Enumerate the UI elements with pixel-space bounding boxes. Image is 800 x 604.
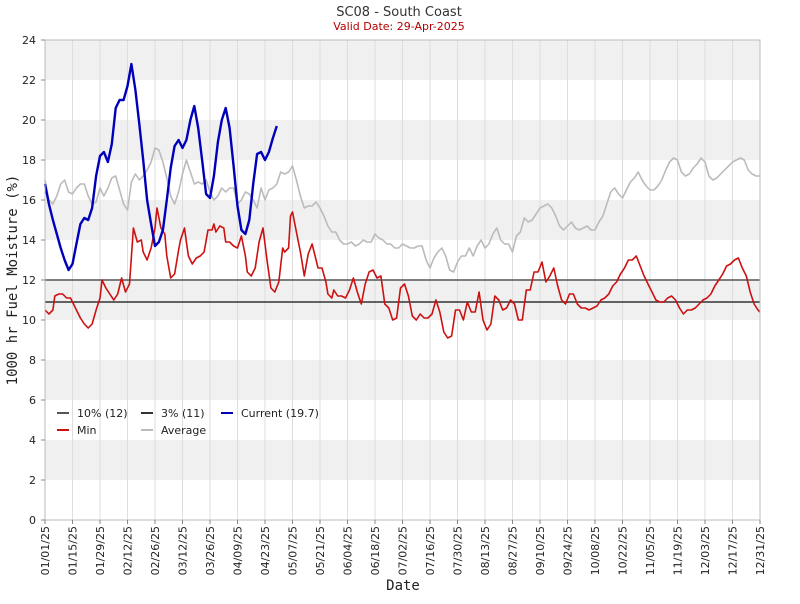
x-tick-label: 01/15/25: [67, 526, 80, 575]
x-tick-label: 10/08/25: [589, 526, 602, 575]
series-lines: [43, 62, 761, 339]
x-tick-label: 08/13/25: [479, 526, 492, 575]
x-tick-label: 03/26/25: [204, 526, 217, 575]
legend-label: Current (19.7): [241, 407, 319, 420]
x-tick-label: 06/04/25: [342, 526, 355, 575]
x-tick-label: 05/07/25: [287, 526, 300, 575]
x-tick-label: 09/10/25: [534, 526, 547, 575]
x-tick-label: 03/12/25: [177, 526, 190, 575]
y-tick-label: 8: [29, 354, 36, 367]
y-tick-label: 20: [22, 114, 36, 127]
y-tick-label: 16: [22, 194, 36, 207]
x-tick-label: 10/22/25: [617, 526, 630, 575]
y-tick-label: 24: [22, 34, 36, 47]
y-tick-label: 6: [29, 394, 36, 407]
x-axis-title: Date: [386, 578, 420, 594]
legend-label: Min: [77, 424, 97, 437]
legend-label: 10% (12): [77, 407, 128, 420]
legend: 10% (12) 3% (11) Current (19.7) Min Average: [57, 407, 319, 437]
y-axis-title: 1000 hr Fuel Moisture (%): [5, 175, 21, 386]
x-tick-label: 06/18/25: [369, 526, 382, 575]
y-tick-label: 18: [22, 154, 36, 167]
x-tick-label: 01/01/25: [39, 526, 52, 575]
x-tick-label: 02/26/25: [149, 526, 162, 575]
y-tick-label: 14: [22, 234, 36, 247]
series-line-current-19-7: [43, 62, 278, 272]
reference-lines: [45, 279, 760, 303]
series-line-min: [44, 207, 761, 339]
x-tick-label: 07/16/25: [424, 526, 437, 575]
x-tick-label: 01/29/25: [94, 526, 107, 575]
y-tick-label: 0: [29, 514, 36, 527]
x-tick-label: 04/09/25: [232, 526, 245, 575]
x-tick-label: 11/05/25: [644, 526, 657, 575]
x-tick-label: 02/12/25: [122, 526, 135, 575]
chart-title: SC08 - South Coast: [336, 5, 462, 20]
y-tick-label: 10: [22, 314, 36, 327]
y-tick-label: 22: [22, 74, 36, 87]
x-tick-label: 07/30/25: [452, 526, 465, 575]
x-tick-label: 11/19/25: [672, 526, 685, 575]
chart-subtitle: Valid Date: 29-Apr-2025: [333, 20, 465, 33]
series-line-average: [44, 147, 760, 273]
x-tick-label: 12/31/25: [754, 526, 767, 575]
x-tick-label: 12/03/25: [699, 526, 712, 575]
x-tick-label: 08/27/25: [507, 526, 520, 575]
x-tick-label: 09/24/25: [562, 526, 575, 575]
x-tick-label: 12/17/25: [727, 526, 740, 575]
x-tick-label: 07/02/25: [397, 526, 410, 575]
x-tick-label: 04/23/25: [259, 526, 272, 575]
legend-label: Average: [161, 424, 206, 437]
y-tick-label: 2: [29, 474, 36, 487]
legend-label: 3% (11): [161, 407, 205, 420]
y-tick-label: 12: [22, 274, 36, 287]
x-tick-label: 05/21/25: [314, 526, 327, 575]
x-axis-ticks: 01/01/25 01/15/25 01/29/25 02/12/25 02/26/25…: [39, 520, 767, 575]
y-tick-label: 4: [29, 434, 36, 447]
